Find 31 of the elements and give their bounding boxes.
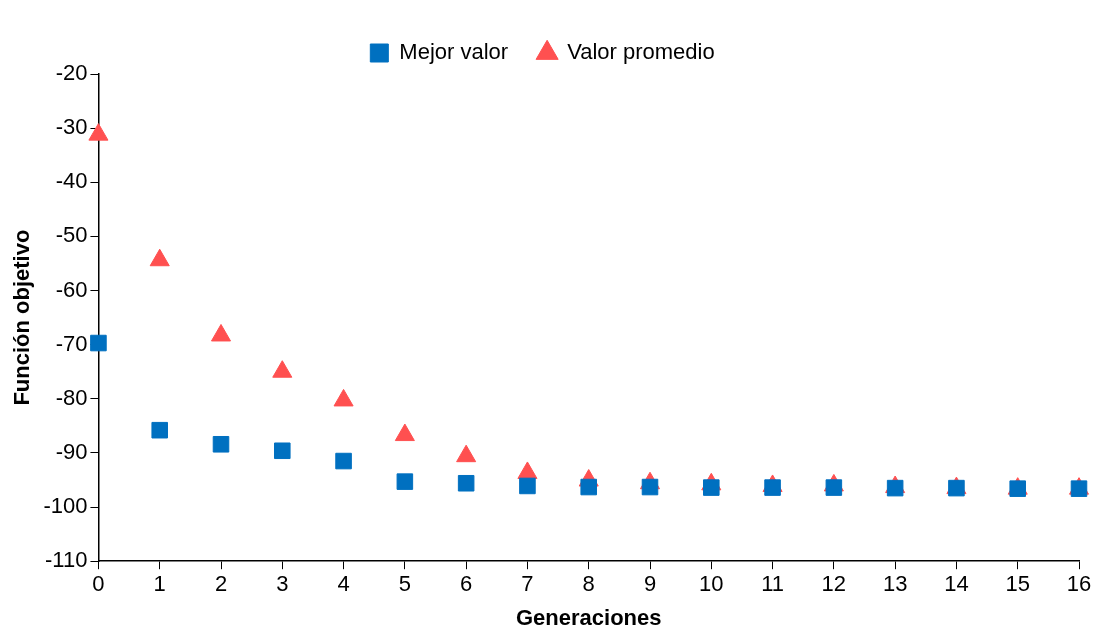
y-tick-label: -60 xyxy=(55,276,88,302)
x-tick-label: 9 xyxy=(643,571,657,597)
x-tick-label: 11 xyxy=(761,571,784,597)
x-tick-label: 8 xyxy=(582,571,595,597)
x-tick-label: 12 xyxy=(821,571,847,597)
x-tick-label: 4 xyxy=(337,571,350,597)
x-tick-label: 3 xyxy=(276,571,289,597)
x-tick-label: 10 xyxy=(699,571,724,597)
x-tick-label: 14 xyxy=(944,571,969,597)
legend-label: Mejor valor xyxy=(399,39,509,65)
y-axis-title: Función objetivo xyxy=(9,229,35,406)
y-tick-label: -80 xyxy=(55,384,88,410)
x-tick-label: 0 xyxy=(92,571,105,597)
legend-label: Valor promedio xyxy=(567,39,715,65)
x-tick-label: 15 xyxy=(1005,571,1030,597)
y-tick-label: -100 xyxy=(43,493,88,519)
x-tick-label: 16 xyxy=(1066,571,1092,597)
x-tick-label: 5 xyxy=(398,571,411,597)
y-tick-label: -70 xyxy=(55,330,88,356)
y-tick-label: -50 xyxy=(55,222,88,248)
x-tick-label: 6 xyxy=(460,571,473,597)
x-tick-label: 7 xyxy=(521,571,534,597)
x-tick-label: 1 xyxy=(153,571,166,597)
x-tick-label: 2 xyxy=(214,571,228,597)
x-axis-title: Generaciones xyxy=(515,604,662,630)
x-tick-label: 13 xyxy=(882,571,908,597)
y-tick-label: -20 xyxy=(55,60,88,86)
y-tick-label: -30 xyxy=(55,114,88,140)
y-tick-label: -40 xyxy=(55,168,88,194)
y-tick-label: -90 xyxy=(55,439,88,464)
y-tick-label: -110 xyxy=(45,547,88,573)
